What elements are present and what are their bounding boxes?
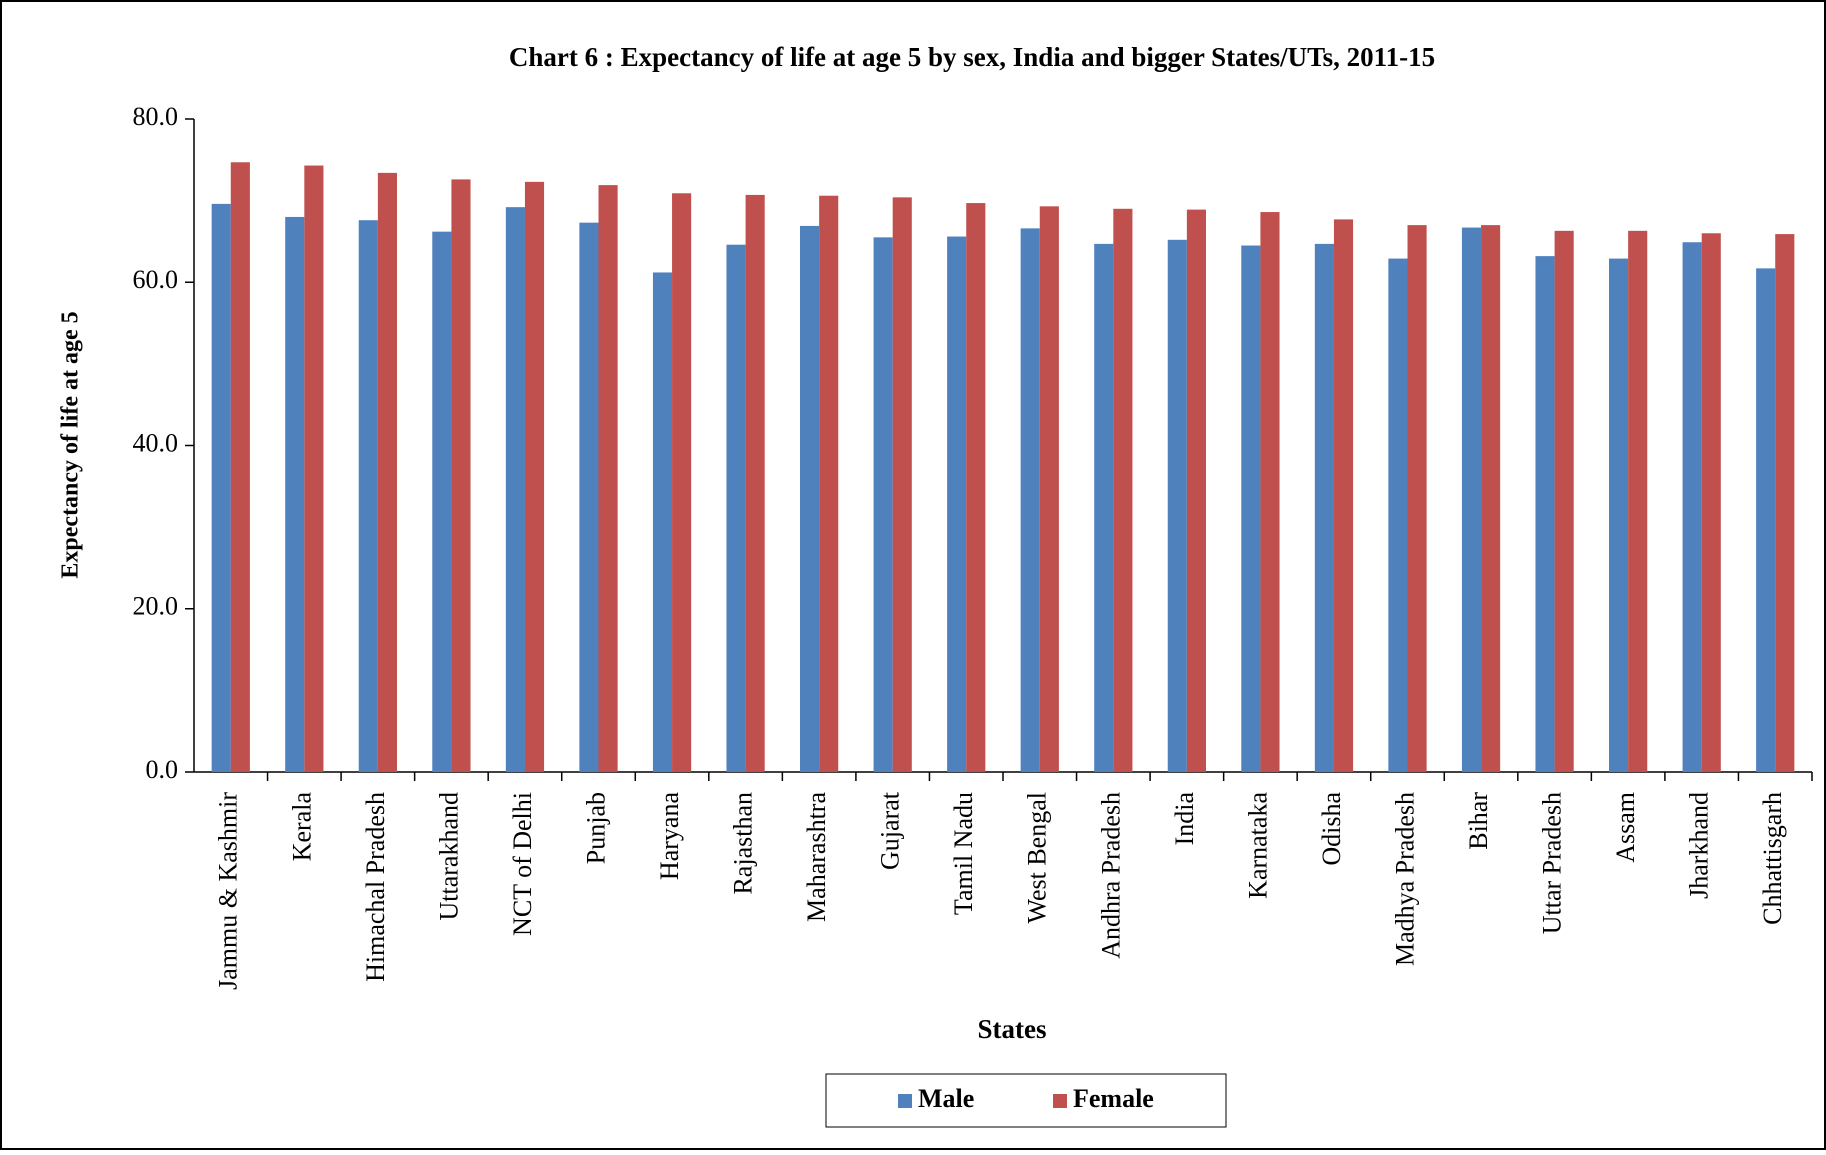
x-tick-label: Rajasthan [729, 792, 758, 895]
bar [1333, 219, 1354, 772]
bar [1701, 233, 1721, 772]
bar [745, 194, 765, 772]
x-tick-label: NCT of Delhi [508, 792, 537, 936]
bar [1020, 228, 1040, 772]
x-tick-label: Himachal Pradesh [361, 792, 390, 982]
x-tick-label: Jharkhand [1685, 792, 1714, 899]
chart-title: Chart 6 : Expectancy of life at age 5 by… [509, 42, 1435, 72]
x-tick-label: Punjab [581, 792, 610, 864]
bar [1682, 242, 1702, 772]
x-tick-label: West Bengal [1023, 792, 1052, 924]
x-tick-label: Uttar Pradesh [1538, 792, 1567, 934]
legend-swatch [1053, 1094, 1067, 1108]
x-tick-label: Andhra Pradesh [1096, 792, 1125, 959]
bar [451, 179, 471, 773]
bar [1481, 225, 1501, 773]
y-tick-label: 20.0 [133, 592, 179, 621]
bar [1241, 245, 1261, 773]
x-tick-label: Uttarakhand [434, 792, 463, 921]
bar [285, 216, 305, 772]
y-tick-label: 40.0 [133, 428, 179, 457]
y-tick-label: 80.0 [133, 102, 179, 131]
legend-label: Male [918, 1084, 974, 1113]
x-tick-label: Tamil Nadu [949, 792, 978, 915]
x-tick-label: Haryana [655, 792, 684, 881]
bar [1167, 239, 1187, 772]
bar [211, 203, 231, 772]
bar [1186, 209, 1206, 772]
x-tick-label: Assam [1611, 792, 1640, 863]
bar [1775, 234, 1795, 772]
bar [358, 220, 378, 773]
bar [873, 237, 893, 772]
x-tick-label: Kerala [287, 792, 316, 862]
bar [652, 272, 673, 772]
bar [304, 165, 324, 772]
bar [1554, 230, 1574, 773]
legend-swatch [898, 1094, 912, 1108]
bar [1113, 208, 1133, 773]
bar [1461, 227, 1482, 772]
bar [1094, 243, 1114, 773]
bar [892, 197, 912, 773]
x-tick-label: Chhattisgarh [1758, 792, 1787, 925]
x-tick-label: Karnataka [1243, 792, 1272, 899]
bar [230, 162, 250, 773]
bar [1535, 256, 1555, 772]
x-tick-label: Gujarat [876, 791, 905, 870]
y-axis-title: Expectancy of life at age 5 [58, 311, 84, 578]
bar [377, 172, 397, 772]
bar [672, 193, 692, 772]
bar [1609, 258, 1629, 772]
x-tick-label: Maharashtra [802, 792, 831, 922]
bar [1407, 225, 1427, 773]
y-tick-label: 60.0 [133, 265, 179, 294]
bar [1314, 243, 1334, 773]
bar [966, 203, 986, 773]
bar [800, 225, 820, 772]
bar [598, 185, 618, 772]
x-axis-title: States [978, 1014, 1047, 1044]
bar [432, 231, 452, 772]
bar [524, 181, 545, 772]
bar [1756, 268, 1776, 772]
bar [726, 244, 746, 772]
bar [579, 222, 599, 772]
bar [505, 207, 525, 772]
x-tick-label: Odisha [1317, 792, 1346, 866]
legend-box [825, 1073, 1227, 1128]
x-tick-label: Madhya Pradesh [1390, 792, 1419, 966]
legend-label: Female [1073, 1084, 1154, 1113]
bar [1260, 212, 1280, 773]
x-tick-label: Jammu & Kashmir [214, 792, 243, 990]
y-tick-label: 0.0 [146, 755, 179, 784]
bar [1388, 258, 1408, 772]
bar [1628, 230, 1648, 773]
x-tick-label: Bihar [1464, 792, 1493, 850]
x-tick-label: India [1170, 792, 1199, 846]
bar [947, 236, 967, 773]
bar [819, 195, 839, 773]
bar [1039, 206, 1059, 772]
